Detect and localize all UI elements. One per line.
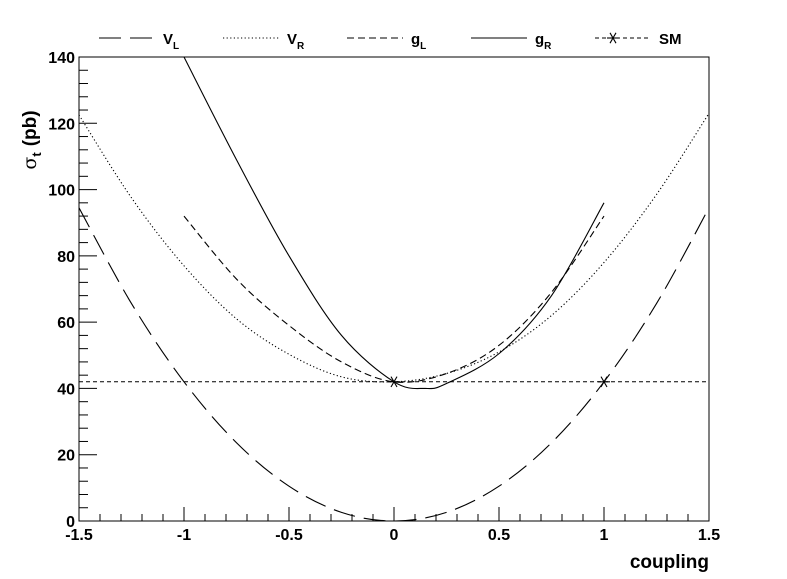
y-axis-label-sub: t bbox=[29, 152, 44, 157]
series-sm-marker bbox=[598, 376, 610, 388]
x-tick-label: 1 bbox=[600, 527, 609, 544]
x-tick-label: -1 bbox=[177, 527, 191, 544]
x-tick-label: 0 bbox=[390, 527, 399, 544]
x-axis-ticks: -1.5 -1 -0.5 0 0.5 1 1.5 bbox=[65, 507, 720, 544]
legend-label-gl: gL bbox=[411, 31, 426, 52]
y-tick-label: 60 bbox=[57, 315, 75, 332]
legend-label-gr: gR bbox=[535, 31, 552, 52]
series-layer bbox=[79, 57, 709, 521]
y-tick-label: 40 bbox=[57, 381, 75, 398]
y-axis-label-unit: (pb) bbox=[20, 110, 41, 146]
x-tick-label: 1.5 bbox=[698, 527, 720, 544]
y-tick-label: 100 bbox=[48, 183, 75, 200]
x-axis-label: coupling bbox=[630, 552, 709, 573]
series-vr-line bbox=[79, 113, 709, 383]
y-tick-label: 80 bbox=[57, 249, 75, 266]
legend: VL VR gL gR SM bbox=[99, 31, 682, 52]
series-gl-line bbox=[183, 215, 605, 383]
legend-label-vl: VL bbox=[163, 31, 179, 52]
y-axis-label: σt (pb) bbox=[19, 110, 44, 169]
legend-label-sm: SM bbox=[659, 31, 682, 48]
plot-frame bbox=[78, 56, 710, 522]
y-tick-label: 0 bbox=[66, 514, 75, 531]
series-vl-line bbox=[79, 207, 709, 521]
y-tick-label: 120 bbox=[48, 116, 75, 133]
marker-layer bbox=[388, 376, 610, 388]
y-tick-label: 140 bbox=[48, 50, 75, 67]
x-tick-label: -0.5 bbox=[275, 527, 303, 544]
y-axis-ticks: 0 20 40 60 80 100 120 140 bbox=[48, 50, 97, 531]
legend-label-vr: VR bbox=[287, 31, 305, 52]
legend-marker-sm bbox=[607, 32, 619, 44]
x-tick-label: 0.5 bbox=[488, 527, 510, 544]
x-tick-label: -1.5 bbox=[65, 527, 93, 544]
y-axis-label-symbol: σ bbox=[19, 157, 41, 170]
series-gr-line bbox=[183, 57, 605, 390]
series-sm-marker bbox=[388, 376, 400, 388]
y-tick-label: 20 bbox=[57, 448, 75, 465]
